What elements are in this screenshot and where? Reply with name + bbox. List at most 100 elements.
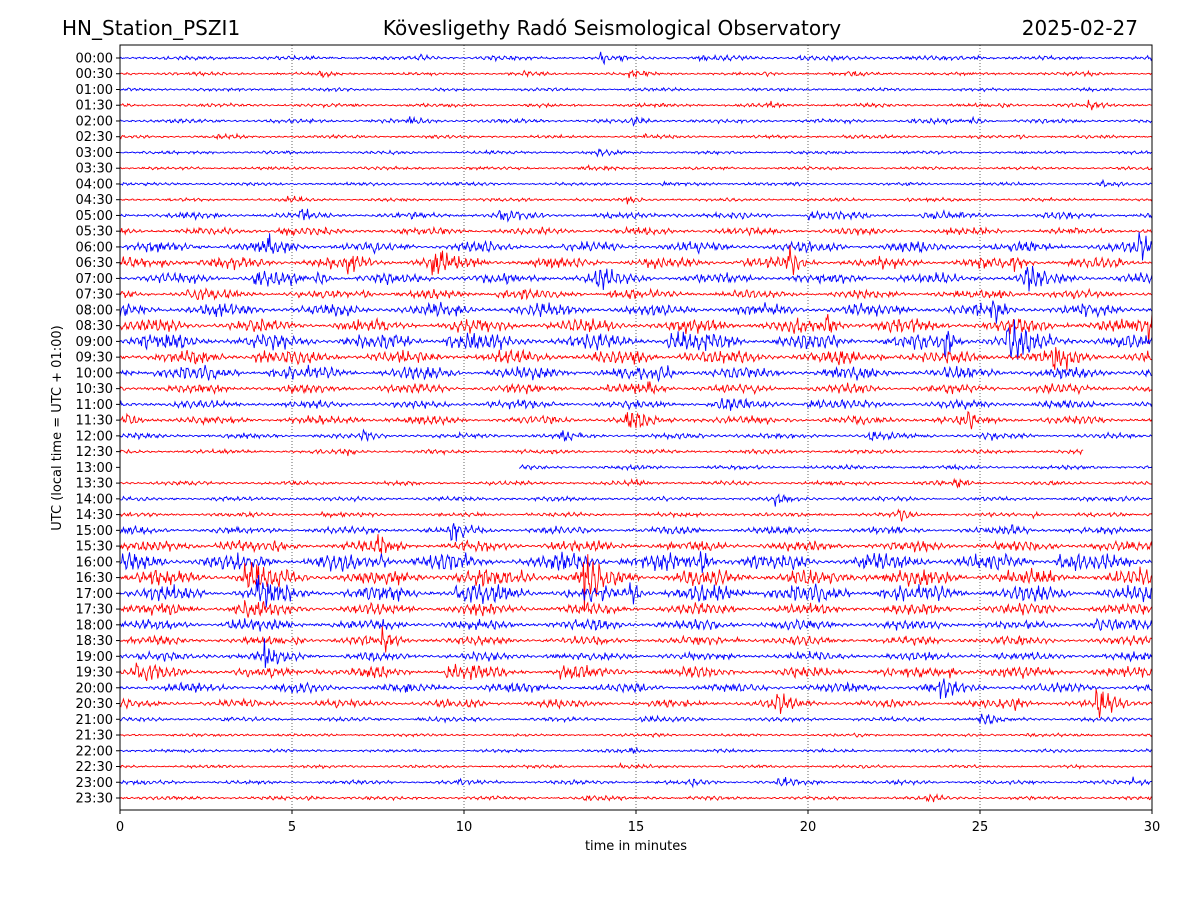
y-tick-label: 00:00 (76, 52, 113, 67)
trace-0600 (119, 232, 1153, 261)
trace-1700 (119, 574, 1153, 608)
y-tick-label: 16:30 (76, 571, 113, 586)
trace-2330 (119, 792, 1153, 803)
trace-1330 (119, 477, 1153, 489)
trace-1230 (119, 447, 1084, 457)
y-tick-label: 04:00 (76, 177, 113, 192)
trace-1400 (119, 493, 1152, 507)
trace-2000 (119, 678, 1153, 699)
trace-0900 (119, 319, 1153, 360)
date-title: 2025-02-27 (1022, 16, 1138, 40)
y-tick-label: 10:00 (76, 366, 113, 381)
trace-0400 (119, 178, 1153, 188)
y-tick-label: 00:30 (76, 67, 113, 82)
chart-title: Kövesligethy Radó Seismological Observat… (383, 16, 841, 40)
trace-2230 (119, 761, 1153, 770)
trace-1000 (119, 364, 1153, 383)
y-tick-label: 22:00 (76, 744, 113, 759)
y-tick-label: 08:30 (76, 319, 113, 334)
y-tick-label: 14:00 (76, 492, 113, 507)
trace-1500 (119, 523, 1153, 542)
trace-1130 (119, 410, 1153, 430)
y-tick-label: 12:30 (76, 445, 113, 460)
trace-1900 (119, 638, 1153, 668)
trace-1630 (119, 554, 1153, 612)
y-tick-label: 05:30 (76, 225, 113, 240)
trace-0200 (119, 115, 1153, 127)
y-tick-label: 20:00 (76, 681, 113, 696)
y-tick-label: 04:30 (76, 193, 113, 208)
trace-1800 (119, 617, 1153, 632)
trace-0830 (119, 313, 1153, 344)
trace-0700 (119, 265, 1153, 292)
station-title: HN_Station_PSZI1 (62, 16, 240, 40)
trace-0230 (119, 132, 1153, 141)
y-tick-label: 05:00 (76, 209, 113, 224)
trace-0030 (119, 69, 1153, 79)
x-tick-label: 5 (288, 820, 296, 835)
y-tick-label: 06:30 (76, 256, 113, 271)
x-tick-label: 10 (456, 820, 473, 835)
y-tick-label: 11:30 (76, 414, 113, 429)
y-tick-label: 19:00 (76, 650, 113, 665)
trace-0800 (119, 300, 1153, 324)
y-tick-label: 19:30 (76, 666, 113, 681)
y-tick-label: 13:30 (76, 477, 113, 492)
y-tick-label: 17:30 (76, 603, 113, 618)
trace-0100 (119, 86, 1153, 93)
y-tick-label: 10:30 (76, 382, 113, 397)
y-tick-label: 03:00 (76, 146, 113, 161)
y-tick-label: 14:30 (76, 508, 113, 523)
y-tick-label: 18:00 (76, 618, 113, 633)
trace-2130 (119, 732, 1153, 739)
trace-2030 (119, 689, 1153, 718)
trace-1030 (119, 381, 1153, 396)
x-tick-label: 15 (628, 820, 645, 835)
trace-0300 (119, 148, 1152, 158)
y-tick-label: 09:00 (76, 335, 113, 350)
y-tick-label: 21:30 (76, 729, 113, 744)
trace-0000 (119, 51, 1153, 66)
trace-1200 (119, 428, 1153, 443)
trace-1830 (119, 626, 1153, 653)
trace-0500 (119, 208, 1153, 223)
x-tick-label: 20 (800, 820, 817, 835)
y-tick-label: 15:30 (76, 540, 113, 555)
y-tick-label: 20:30 (76, 697, 113, 712)
trace-1100 (119, 397, 1153, 411)
y-tick-label: 06:00 (76, 240, 113, 255)
y-tick-label: 01:30 (76, 99, 113, 114)
y-tick-label: 07:30 (76, 288, 113, 303)
y-tick-label: 07:00 (76, 272, 113, 287)
trace-1300 (518, 463, 1153, 472)
y-tick-label: 03:30 (76, 162, 113, 177)
trace-0530 (119, 225, 1153, 237)
x-tick-label: 30 (1144, 820, 1161, 835)
trace-0330 (119, 163, 1153, 172)
y-tick-label: 15:00 (76, 524, 113, 539)
trace-0730 (119, 287, 1153, 301)
y-tick-label: 16:00 (76, 555, 113, 570)
trace-0130 (119, 99, 1153, 111)
trace-1430 (119, 508, 1153, 522)
y-tick-label: 23:30 (76, 792, 113, 807)
y-tick-label: 23:00 (76, 776, 113, 791)
trace-0430 (119, 195, 1153, 205)
trace-1930 (119, 662, 1153, 682)
trace-2100 (119, 713, 1153, 725)
trace-2300 (119, 776, 1153, 789)
y-tick-label: 01:00 (76, 83, 113, 98)
y-tick-label: 02:00 (76, 114, 113, 129)
y-tick-label: 08:00 (76, 303, 113, 318)
y-tick-label: 11:00 (76, 398, 113, 413)
trace-0930 (120, 347, 1153, 371)
y-tick-label: 09:30 (76, 351, 113, 366)
trace-1730 (119, 600, 1153, 618)
y-tick-label: 13:00 (76, 461, 113, 476)
y-tick-label: 02:30 (76, 130, 113, 145)
y-tick-label: 21:00 (76, 713, 113, 728)
trace-0630 (119, 245, 1153, 276)
x-axis-label: time in minutes (585, 839, 687, 854)
y-tick-label: 12:00 (76, 429, 113, 444)
